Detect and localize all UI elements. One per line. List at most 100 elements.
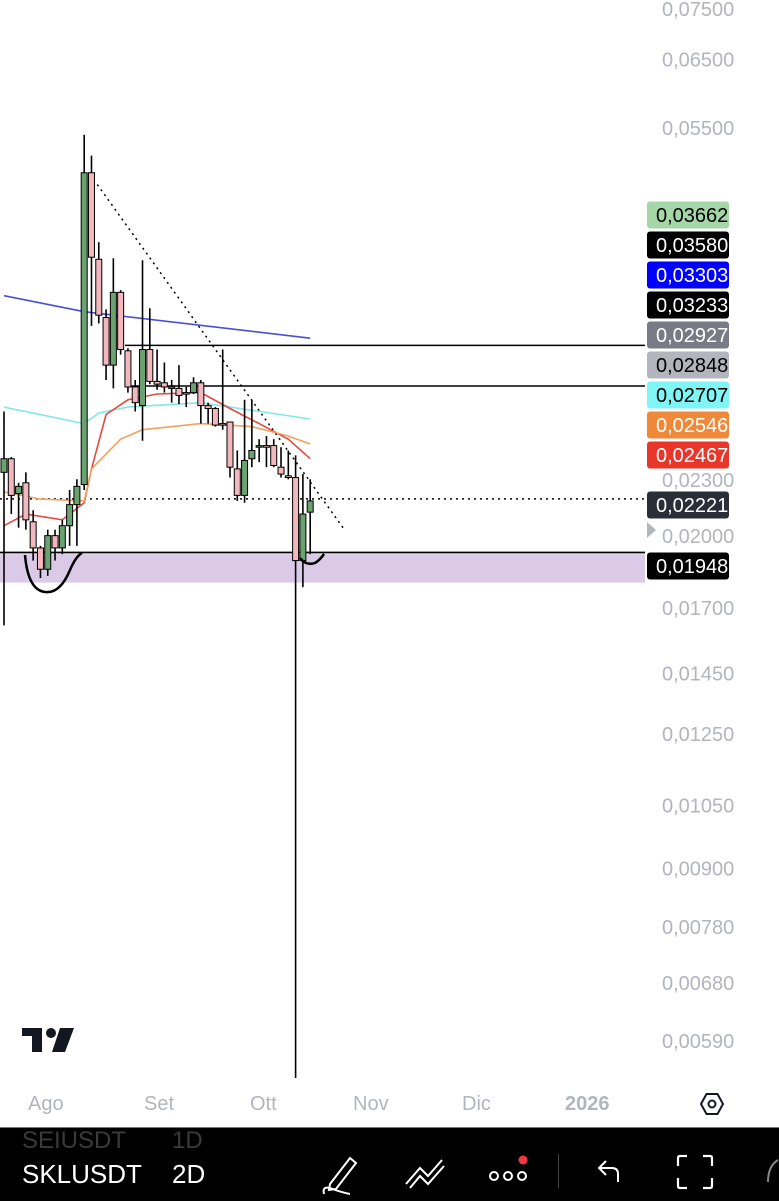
candle-body [277,466,285,475]
candle-body [73,485,81,506]
notification-dot [518,1155,528,1165]
price-tick-label: 0,00590 [662,1031,734,1053]
moving-average-line [3,401,311,425]
more-icon[interactable] [488,1154,532,1188]
price-tick-label: 0,00900 [662,858,734,880]
moving-average-line [3,391,311,527]
candle-body [124,350,132,388]
candle-body [168,386,176,389]
candle-body [306,500,314,513]
price-tick-label: 0,01450 [662,663,734,685]
candle-body [292,477,300,562]
price-tick-label: 0,07500 [662,0,734,21]
symbol-button[interactable]: SKLUSDT [22,1159,142,1189]
candle-body [29,521,37,549]
candle-body [87,172,95,258]
price-badge [647,441,729,469]
price-tick-label: 0,00680 [662,973,734,995]
price-badge [647,291,729,319]
fullscreen-icon[interactable] [676,1154,714,1190]
candle-body [22,482,30,521]
settings-icon[interactable] [699,1093,725,1115]
pencil-icon[interactable] [320,1150,360,1196]
candle-body [131,386,139,404]
candle-body [146,349,154,382]
price-badge-label: 0,03580 [656,235,728,257]
candle-body [66,504,74,527]
toolbar-divider [558,1154,559,1188]
candle-body [7,458,15,496]
candle-body [117,291,125,351]
candle-body [139,349,147,407]
candle-body [262,445,270,448]
candle-body [241,459,249,496]
annotation-cup-left [23,551,83,594]
scale-arrow-marker [647,522,656,538]
time-label: 2026 [565,1093,610,1115]
candle-body [95,258,103,316]
price-badge [647,552,729,580]
moving-average-line [3,422,311,502]
time-label: Set [144,1093,175,1115]
price-badge-label: 0,02467 [656,445,728,467]
candle-body [299,513,307,562]
annotation-cup-right [299,553,326,566]
price-badge-label: 0,03662 [656,205,728,227]
trend-line-tool-icon[interactable] [402,1154,448,1190]
price-badge [647,261,729,289]
candle-body [197,382,205,407]
trendline [96,184,344,529]
price-badge [647,491,729,519]
candle-body [15,485,23,495]
price-tick-label: 0,02300 [662,470,734,492]
price-badge [647,201,729,229]
price-tick-label: 0,06500 [662,50,734,72]
candle-body [255,445,263,448]
candle-body [190,382,198,394]
undo-icon[interactable] [596,1158,624,1186]
price-chart[interactable]: 0,07500 0,06500 0,05500 0,02300 0,02000 0,017… [0,0,779,1127]
price-tick-label: 0,00780 [662,917,734,939]
interval-button[interactable]: 2D [172,1159,206,1189]
candle-body [211,408,219,426]
price-badge-label: 0,02927 [656,325,728,347]
price-tick-label: 0,01050 [662,795,734,817]
price-badge [647,411,729,439]
moving-average-line [3,294,311,339]
price-badge-label: 0,02221 [656,495,728,517]
candle-body [44,535,52,570]
candle-body [219,423,227,426]
time-label: Ago [28,1093,64,1115]
candle-body [284,475,292,479]
price-badge [647,381,729,409]
candle-body [233,468,241,496]
time-label: Nov [353,1093,389,1115]
price-tick-label: 0,01250 [662,724,734,746]
candle-body [175,387,183,396]
partial-toolbar-icon[interactable] [762,1156,779,1188]
price-badge-label: 0,02546 [656,415,728,437]
candle-body [153,380,161,385]
candle-body [51,535,59,549]
candle-body [102,317,110,366]
candle-body [204,405,212,410]
candle-body [36,547,44,570]
price-badge [647,351,729,379]
candle-body [248,449,256,460]
price-badge-label: 0,02848 [656,355,728,377]
previous-interval[interactable]: 1D [172,1127,203,1154]
price-badge [647,231,729,259]
price-badge-label: 0,02707 [656,385,728,407]
candle-body [0,458,8,473]
support-zone [0,554,645,583]
price-badge-label: 0,01948 [656,556,728,578]
candle-body [109,291,117,366]
price-tick-label: 0,05500 [662,118,734,140]
bottom-toolbar: SEIUSDT 1D SKLUSDT 2D [0,1127,779,1201]
price-badge-label: 0,03303 [656,265,728,287]
time-label: Ott [250,1093,277,1115]
candle-body [270,445,278,466]
previous-symbol[interactable]: SEIUSDT [22,1127,127,1154]
price-badge [647,321,729,349]
candle-body [226,421,234,468]
